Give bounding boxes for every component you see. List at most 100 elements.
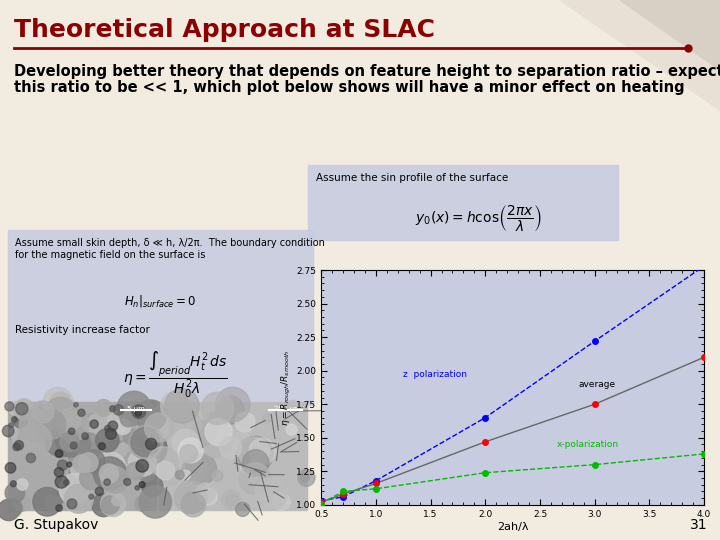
Circle shape (114, 442, 141, 469)
Circle shape (10, 430, 22, 442)
Circle shape (45, 495, 60, 511)
Circle shape (113, 404, 124, 415)
Circle shape (71, 457, 91, 478)
Circle shape (135, 485, 140, 490)
Circle shape (238, 436, 274, 472)
Circle shape (55, 476, 68, 488)
Circle shape (298, 469, 315, 487)
Circle shape (14, 414, 27, 428)
Circle shape (81, 450, 105, 473)
Circle shape (78, 413, 106, 442)
Text: $\eta = \dfrac{\int_{period} H_t^2\, ds}{H_0^2 \lambda}$: $\eta = \dfrac{\int_{period} H_t^2\, ds}… (123, 350, 228, 400)
Circle shape (68, 437, 99, 469)
Circle shape (101, 491, 126, 517)
Circle shape (176, 470, 184, 480)
Text: Assume the sin profile of the surface: Assume the sin profile of the surface (316, 173, 508, 183)
Circle shape (112, 495, 122, 506)
Circle shape (237, 475, 249, 487)
Circle shape (67, 499, 77, 509)
Circle shape (78, 409, 85, 416)
Circle shape (249, 438, 276, 465)
Circle shape (123, 429, 139, 444)
Circle shape (191, 420, 216, 445)
Circle shape (5, 463, 16, 473)
Circle shape (54, 468, 64, 477)
Circle shape (104, 479, 110, 485)
Circle shape (17, 479, 28, 490)
Circle shape (101, 466, 128, 494)
Circle shape (125, 401, 145, 422)
Circle shape (14, 495, 30, 511)
Circle shape (198, 422, 233, 457)
Circle shape (139, 482, 145, 488)
Circle shape (104, 426, 111, 432)
Polygon shape (620, 0, 720, 70)
Circle shape (120, 410, 136, 427)
Circle shape (272, 493, 290, 511)
Circle shape (32, 446, 47, 460)
Text: 250 μm: 250 μm (274, 406, 300, 412)
Text: this ratio to be << 1, which plot below shows will have a minor effect on heatin: this ratio to be << 1, which plot below … (14, 80, 685, 95)
Circle shape (135, 432, 167, 464)
Circle shape (26, 454, 35, 463)
Circle shape (59, 474, 91, 505)
Circle shape (181, 492, 203, 514)
Circle shape (282, 401, 304, 423)
Circle shape (156, 461, 175, 480)
Text: 5 μm: 5 μm (127, 406, 145, 412)
Circle shape (136, 460, 148, 472)
Circle shape (0, 500, 19, 521)
Circle shape (20, 427, 37, 445)
Circle shape (161, 392, 189, 421)
Circle shape (68, 434, 78, 446)
Circle shape (80, 463, 91, 475)
Circle shape (240, 456, 266, 481)
Circle shape (181, 470, 191, 480)
Circle shape (202, 392, 234, 424)
Circle shape (235, 441, 268, 473)
Circle shape (216, 396, 244, 424)
Circle shape (208, 412, 221, 424)
Circle shape (14, 399, 35, 420)
Text: z  polarization: z polarization (403, 370, 467, 380)
Circle shape (258, 476, 276, 493)
Circle shape (231, 431, 251, 452)
Circle shape (2, 425, 14, 437)
Circle shape (10, 481, 17, 487)
Circle shape (37, 410, 66, 439)
Text: $H_n|_{surface} = 0$: $H_n|_{surface} = 0$ (125, 293, 197, 309)
Circle shape (165, 389, 199, 423)
Circle shape (181, 493, 205, 517)
Y-axis label: $\eta = R_{rough}/R_{smooth}$: $\eta = R_{rough}/R_{smooth}$ (280, 349, 293, 426)
Circle shape (63, 480, 69, 485)
Circle shape (220, 437, 241, 459)
Circle shape (135, 410, 141, 416)
Circle shape (139, 485, 171, 518)
Circle shape (95, 487, 104, 495)
Polygon shape (560, 0, 720, 110)
Circle shape (238, 437, 269, 468)
Text: Theoretical Approach at SLAC: Theoretical Approach at SLAC (14, 18, 435, 42)
Circle shape (60, 409, 81, 430)
Circle shape (212, 470, 222, 481)
Text: Resistivity increase factor: Resistivity increase factor (15, 325, 150, 335)
Circle shape (201, 489, 217, 505)
Circle shape (94, 457, 127, 490)
Circle shape (14, 441, 24, 450)
Circle shape (32, 401, 54, 423)
Circle shape (64, 484, 94, 513)
Circle shape (222, 490, 241, 509)
Circle shape (170, 409, 201, 441)
Circle shape (74, 428, 87, 441)
Circle shape (243, 450, 269, 476)
Circle shape (92, 494, 115, 517)
Circle shape (108, 408, 132, 431)
Bar (308, 165, 618, 240)
Circle shape (106, 440, 130, 465)
Circle shape (95, 400, 112, 416)
Circle shape (53, 410, 76, 435)
Circle shape (78, 453, 98, 472)
Circle shape (127, 462, 144, 480)
Circle shape (148, 447, 178, 476)
Circle shape (235, 412, 255, 432)
